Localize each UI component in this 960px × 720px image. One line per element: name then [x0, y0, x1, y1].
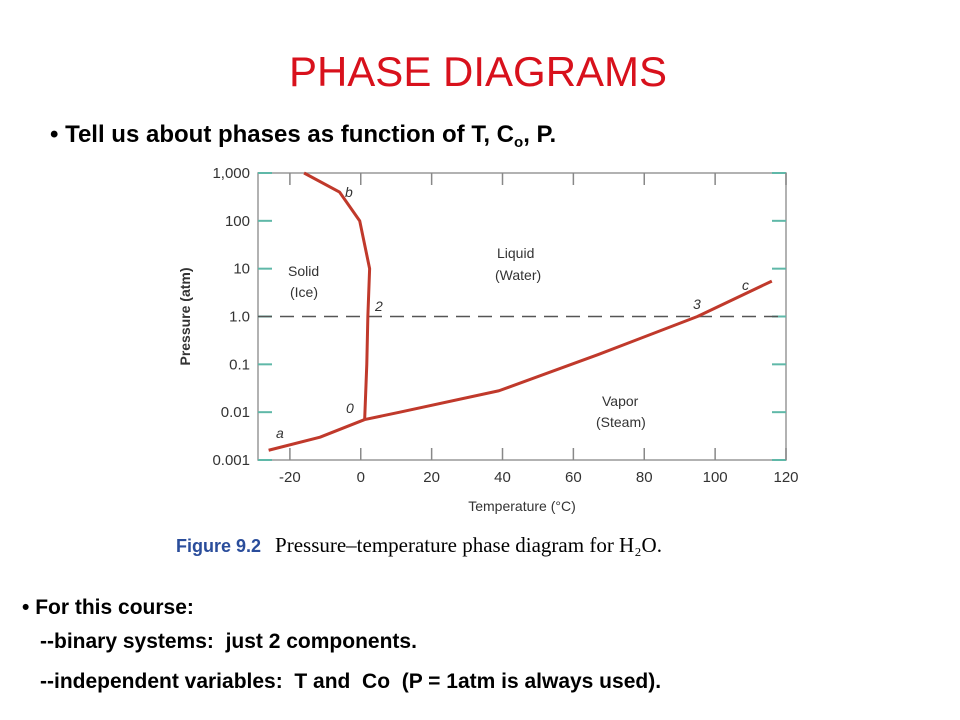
- slide-title: PHASE DIAGRAMS: [289, 48, 667, 95]
- x-tick-label: 120: [773, 469, 798, 486]
- y-tick-label: 0.01: [221, 404, 250, 421]
- phase-boundary: [268, 418, 366, 452]
- x-axis-label: Temperature (°C): [468, 498, 576, 514]
- y-tick-label: 0.1: [229, 356, 250, 373]
- caption-label: Figure 9.2: [176, 536, 261, 556]
- y-tick-label: 100: [225, 213, 250, 230]
- y-tick-label: 0.001: [212, 452, 250, 469]
- figure-caption: Figure 9.2 Pressure–temperature phase dia…: [176, 533, 662, 557]
- annotation: Liquid: [497, 245, 534, 261]
- x-tick-label: 60: [565, 469, 582, 486]
- notes-line: --independent variables: T and Co (P = 1…: [40, 670, 661, 693]
- intro-bullet: • Tell us about phases as function of T,…: [50, 121, 556, 151]
- x-tick-label: 40: [494, 469, 511, 486]
- y-tick-label: 1.0: [229, 309, 250, 326]
- phase-boundary: [364, 279, 773, 422]
- annotation: Vapor: [602, 393, 639, 409]
- annotation: 2: [374, 298, 383, 314]
- bullet-text: , P.: [523, 121, 556, 148]
- x-tick-label: 100: [703, 469, 728, 486]
- y-tick-label: 1,000: [212, 165, 250, 182]
- annotation: 0: [346, 400, 354, 416]
- annotation: (Ice): [290, 284, 318, 300]
- notes-heading: • For this course:: [22, 596, 194, 619]
- annotation: (Steam): [596, 414, 646, 430]
- notes-line: --binary systems: just 2 components.: [40, 630, 417, 653]
- annotation: 3: [693, 296, 701, 312]
- caption-text: Pressure–temperature phase diagram for H…: [275, 533, 662, 557]
- x-tick-label: 80: [636, 469, 653, 486]
- annotation: a: [276, 425, 284, 441]
- annotation: b: [345, 184, 353, 200]
- x-tick-label: 20: [423, 469, 440, 486]
- x-tick-label: -20: [279, 469, 301, 486]
- phase-boundary: [303, 171, 372, 420]
- x-tick-label: 0: [357, 469, 365, 486]
- annotation: Solid: [288, 263, 319, 279]
- y-tick-label: 10: [233, 261, 250, 278]
- bullet-text: Tell us about phases as function of T, C: [65, 121, 514, 148]
- subscript: o: [514, 134, 523, 151]
- notes-heading-text: For this course:: [35, 596, 194, 619]
- y-axis-label: Pressure (atm): [177, 267, 193, 365]
- annotation: (Water): [495, 267, 541, 283]
- annotation: c: [742, 277, 749, 293]
